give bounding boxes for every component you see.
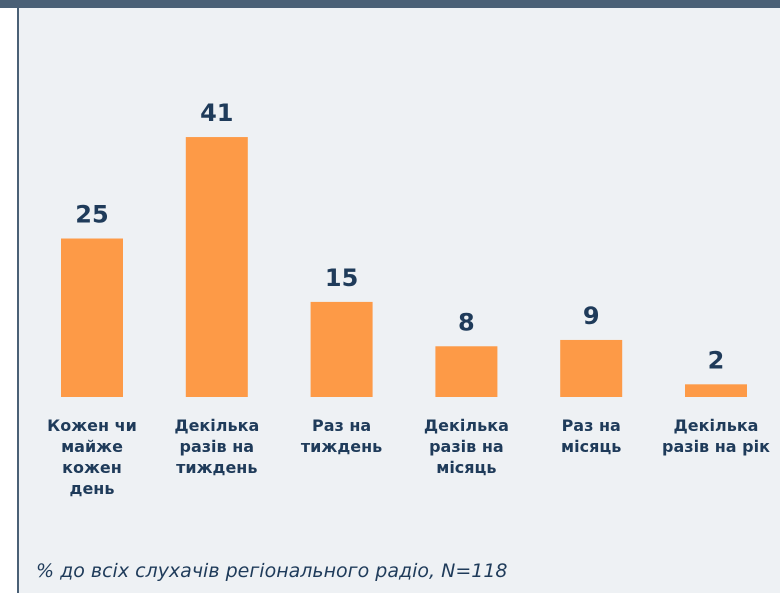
value-label: 25	[75, 201, 108, 229]
value-label: 8	[458, 308, 475, 336]
value-label: 9	[583, 302, 600, 330]
footnote: % до всіх слухачів регіонального радіо, …	[36, 560, 508, 582]
value-label: 41	[200, 99, 233, 127]
bar	[310, 301, 373, 397]
category-label: Декілька разів на тиждень	[174, 416, 260, 477]
value-label: 15	[325, 264, 358, 292]
header-band	[0, 0, 780, 8]
category-label: Кожен чи майже кожен день	[47, 416, 137, 498]
category-label: Декілька разів на місяць	[423, 416, 509, 477]
category-label: Декілька разів на рік	[662, 416, 770, 456]
value-label: 2	[708, 346, 725, 374]
bar	[560, 339, 623, 397]
bar	[185, 137, 248, 397]
bar	[61, 238, 123, 397]
bar	[685, 384, 747, 397]
category-label: Раз на місяць	[561, 416, 622, 456]
bar	[435, 346, 498, 397]
category-label: Раз на тиждень	[300, 416, 383, 456]
panel	[17, 0, 780, 593]
